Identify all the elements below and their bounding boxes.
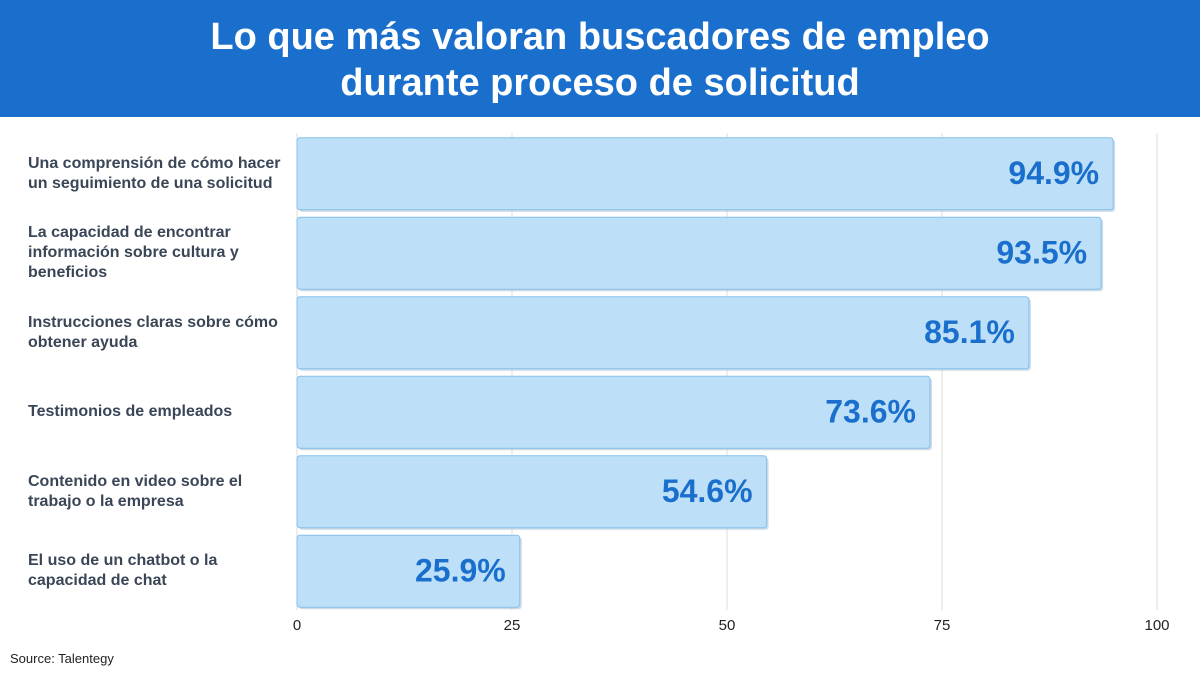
value-label: 85.1% bbox=[924, 314, 1015, 350]
bar bbox=[296, 216, 1102, 290]
value-label: 94.9% bbox=[1008, 155, 1099, 191]
x-tick-label: 100 bbox=[1144, 617, 1169, 634]
category-label: Instrucciones claras sobre cómo obtener … bbox=[28, 313, 278, 351]
chart-title: Lo que más valoran buscadores de empleo … bbox=[210, 16, 990, 104]
x-tick-label: 50 bbox=[719, 617, 736, 634]
value-label: 73.6% bbox=[825, 394, 916, 430]
bar bbox=[296, 296, 1030, 370]
bar bbox=[296, 375, 931, 449]
bar bbox=[296, 534, 521, 608]
x-tick-label: 25 bbox=[504, 617, 521, 634]
value-label: 25.9% bbox=[415, 553, 506, 589]
value-label: 54.6% bbox=[662, 473, 753, 509]
source: Source: Talentegy bbox=[10, 651, 114, 666]
category-label: La capacidad de encontrar información so… bbox=[28, 224, 239, 282]
value-label: 93.5% bbox=[996, 235, 1087, 271]
bar bbox=[296, 455, 768, 529]
x-tick-label: 75 bbox=[934, 617, 951, 634]
title-banner bbox=[0, 0, 1200, 117]
bar bbox=[296, 137, 1114, 211]
category-label: Testimonios de empleados bbox=[28, 403, 233, 421]
x-tick-label: 0 bbox=[293, 617, 301, 634]
category-label: El uso de un chatbot o la capacidad de c… bbox=[28, 552, 218, 590]
category-label: Contenido en video sobre el trabajo o la… bbox=[28, 472, 243, 510]
category-label: Una comprensión de cómo hacer un seguimi… bbox=[28, 154, 281, 192]
